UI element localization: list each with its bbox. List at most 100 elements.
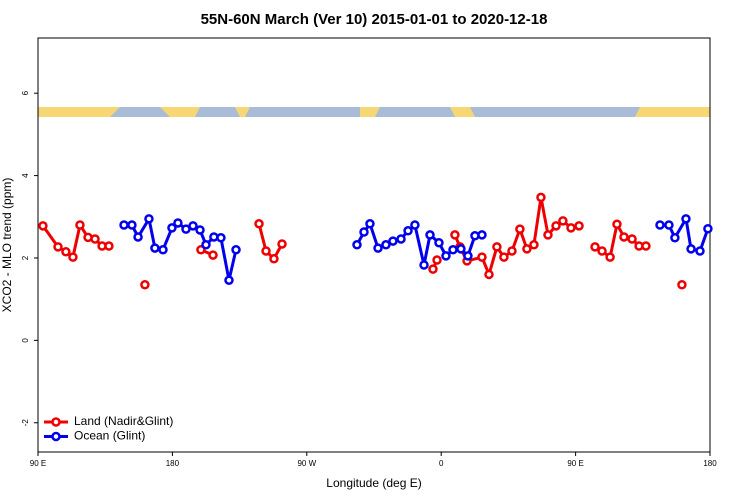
data-point bbox=[365, 219, 375, 229]
data-point bbox=[53, 242, 63, 252]
data-point bbox=[522, 244, 532, 254]
data-point bbox=[677, 280, 687, 290]
data-point bbox=[605, 252, 615, 262]
data-point bbox=[61, 247, 71, 257]
data-point bbox=[396, 234, 406, 244]
data-point bbox=[188, 221, 198, 231]
data-point bbox=[144, 214, 154, 224]
data-point bbox=[373, 243, 383, 253]
data-point bbox=[167, 223, 177, 233]
data-point bbox=[410, 220, 420, 230]
data-point bbox=[536, 192, 546, 203]
y-tick-label: 6 bbox=[21, 90, 30, 95]
data-point bbox=[419, 260, 429, 270]
data-point bbox=[695, 246, 705, 256]
x-tick-label: 180 bbox=[703, 459, 717, 468]
data-point bbox=[201, 240, 211, 250]
data-point bbox=[269, 254, 279, 264]
data-point bbox=[484, 269, 494, 280]
data-point bbox=[388, 236, 398, 246]
plot-frame bbox=[37, 37, 711, 453]
data-point bbox=[681, 214, 691, 224]
data-point bbox=[208, 250, 218, 260]
data-point bbox=[543, 230, 553, 240]
data-point bbox=[558, 216, 568, 226]
data-point bbox=[231, 244, 241, 255]
data-point bbox=[590, 242, 600, 252]
data-point bbox=[456, 244, 466, 254]
data-point bbox=[140, 280, 150, 290]
data-point bbox=[261, 246, 271, 256]
chart-title: 55N-60N March (Ver 10) 2015-01-01 to 202… bbox=[201, 11, 548, 28]
data-point bbox=[507, 246, 517, 256]
data-point bbox=[254, 219, 264, 229]
data-point bbox=[432, 255, 442, 265]
data-point bbox=[641, 241, 651, 251]
legend-label: Ocean (Glint) bbox=[74, 429, 145, 443]
x-axis-label: Longitude (deg E) bbox=[326, 476, 421, 490]
data-point bbox=[566, 223, 576, 233]
data-point bbox=[463, 251, 473, 261]
y-axis-label: XCO2 - MLO trend (ppm) bbox=[0, 178, 14, 313]
data-point bbox=[173, 218, 183, 228]
data-point bbox=[655, 220, 665, 230]
data-point bbox=[612, 219, 622, 229]
data-point bbox=[224, 275, 234, 285]
data-point bbox=[428, 264, 438, 274]
data-point bbox=[119, 220, 129, 230]
data-point bbox=[627, 234, 637, 244]
data-point bbox=[359, 227, 369, 237]
y-tick-label: 2 bbox=[21, 255, 30, 260]
y-tick-label: -2 bbox=[21, 419, 30, 427]
data-point bbox=[574, 221, 584, 231]
y-tick-label: 0 bbox=[21, 338, 30, 343]
data-point bbox=[127, 220, 137, 230]
data-point bbox=[352, 240, 362, 250]
data-point bbox=[450, 230, 460, 240]
map-strip bbox=[38, 107, 710, 117]
data-point bbox=[597, 246, 607, 256]
data-point bbox=[619, 232, 629, 242]
data-point bbox=[181, 224, 191, 234]
data-point bbox=[670, 233, 680, 243]
data-point bbox=[90, 234, 100, 244]
data-point bbox=[75, 220, 85, 230]
ocean-patches bbox=[110, 107, 640, 117]
data-point bbox=[104, 241, 114, 251]
data-point bbox=[381, 240, 391, 250]
data-point bbox=[477, 252, 487, 262]
data-point bbox=[133, 232, 143, 242]
data-point bbox=[515, 224, 525, 234]
data-point bbox=[425, 230, 435, 240]
x-tick-label: 0 bbox=[439, 459, 444, 468]
legend-marker bbox=[51, 417, 61, 427]
data-point bbox=[150, 243, 160, 253]
data-point bbox=[38, 221, 48, 231]
legend-label: Land (Nadir&Glint) bbox=[74, 414, 173, 428]
data-point bbox=[216, 233, 226, 243]
x-tick-label: 180 bbox=[166, 459, 180, 468]
data-point bbox=[492, 242, 502, 252]
data-point bbox=[686, 244, 696, 254]
data-point bbox=[448, 244, 458, 255]
data-point bbox=[551, 221, 561, 231]
data-point bbox=[499, 252, 509, 262]
data-point bbox=[703, 223, 713, 234]
data-point bbox=[403, 226, 413, 236]
legend: Land (Nadir&Glint)Ocean (Glint) bbox=[44, 414, 173, 443]
data-point bbox=[434, 237, 444, 248]
data-point bbox=[664, 220, 674, 230]
data-point bbox=[68, 252, 78, 262]
data-point bbox=[158, 244, 168, 255]
data-point bbox=[529, 240, 539, 250]
land-band bbox=[38, 107, 710, 117]
x-tick-label: 90 W bbox=[297, 459, 316, 468]
data-point bbox=[477, 230, 487, 240]
data-point bbox=[441, 251, 451, 261]
legend-marker bbox=[51, 431, 61, 442]
x-tick-label: 90 E bbox=[30, 459, 46, 468]
data-point bbox=[277, 239, 287, 249]
data-point bbox=[195, 225, 205, 235]
